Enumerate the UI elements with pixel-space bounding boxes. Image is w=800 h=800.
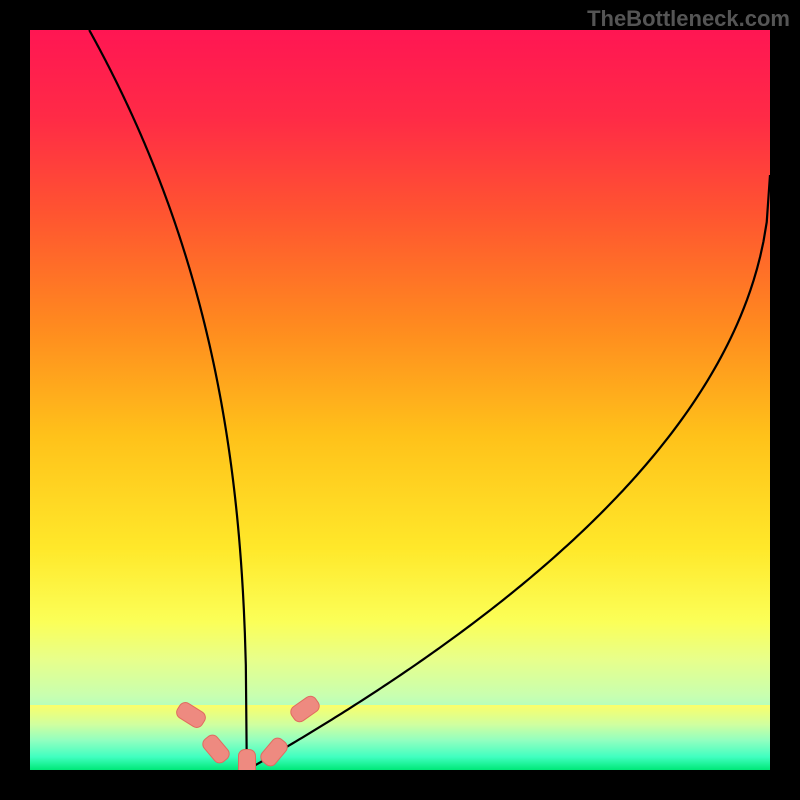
plot-area (30, 30, 770, 770)
watermark-text: TheBottleneck.com (587, 6, 790, 32)
curve-marker (200, 732, 233, 767)
curve-marker (174, 699, 209, 730)
markers-layer (30, 30, 770, 770)
curve-marker (238, 749, 256, 770)
curve-marker (258, 734, 291, 769)
curve-marker (288, 693, 323, 725)
